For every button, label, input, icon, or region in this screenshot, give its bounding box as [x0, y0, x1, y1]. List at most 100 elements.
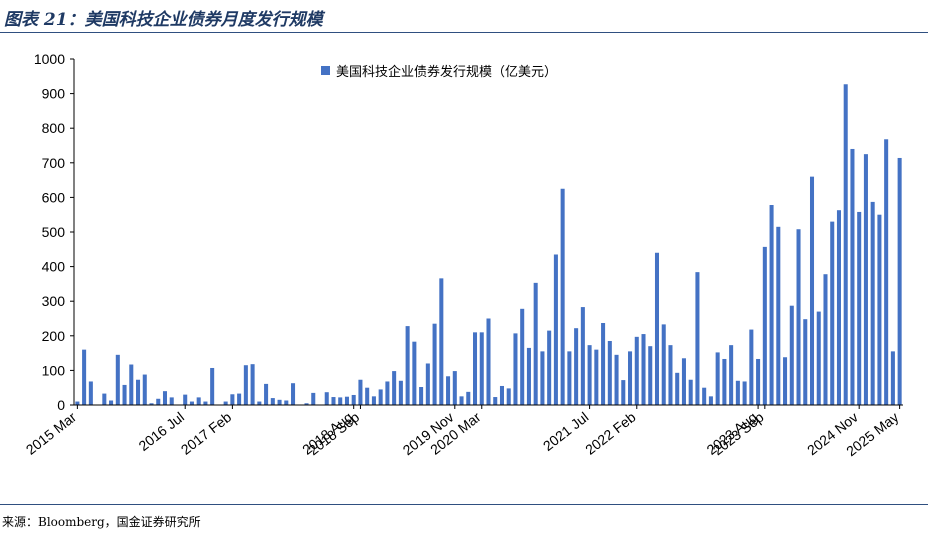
bar [506, 388, 511, 405]
bar [675, 372, 680, 405]
bar [277, 399, 282, 405]
bar [291, 383, 296, 405]
bar [486, 318, 491, 405]
bar [735, 380, 740, 405]
bar [783, 357, 788, 405]
bar [857, 211, 862, 405]
bar [331, 397, 336, 405]
y-tick-label: 500 [42, 224, 66, 240]
bar [803, 319, 808, 405]
legend: 美国科技企业债券发行规模（亿美元） [321, 64, 557, 80]
bar [688, 379, 693, 405]
bar [553, 254, 558, 405]
bar [432, 323, 437, 405]
bar [580, 307, 585, 405]
bar [661, 324, 666, 405]
bar [540, 351, 545, 405]
bar [641, 334, 646, 405]
bar [122, 384, 127, 405]
bar [243, 365, 248, 405]
bar [513, 333, 518, 405]
bar [870, 201, 875, 405]
y-tick-label: 300 [42, 293, 66, 309]
bar [452, 371, 457, 405]
bar [230, 394, 235, 405]
bar [136, 379, 141, 405]
bar [594, 349, 599, 405]
bar [203, 401, 208, 405]
y-tick-label: 200 [42, 328, 66, 344]
bar [183, 394, 188, 405]
bar [466, 391, 471, 405]
bar [412, 341, 417, 405]
bar [520, 308, 525, 405]
bar [614, 354, 619, 405]
bar [668, 345, 673, 405]
bar [533, 282, 538, 405]
y-tick-label: 400 [42, 259, 66, 275]
bar [459, 396, 464, 405]
bar [149, 403, 154, 405]
legend-label: 美国科技企业债券发行规模（亿美元） [336, 64, 557, 80]
x-tick-label: 2015 Mar [23, 409, 80, 458]
y-tick-label: 0 [57, 397, 65, 413]
y-tick-label: 800 [42, 120, 66, 136]
bar [547, 330, 552, 405]
bar [574, 328, 579, 405]
y-tick-label: 100 [42, 362, 66, 378]
bar [351, 394, 356, 405]
bar [526, 347, 531, 405]
x-tick-label: 2022 Feb [582, 409, 639, 458]
bar [601, 323, 606, 405]
bar [169, 397, 174, 405]
bar [796, 229, 801, 405]
bar [567, 351, 572, 405]
bar [311, 392, 316, 405]
bar [270, 398, 275, 405]
bar [729, 345, 734, 405]
bar [809, 176, 815, 405]
bar [378, 389, 383, 405]
bar [850, 148, 855, 405]
bar [722, 358, 727, 405]
bar [742, 381, 747, 405]
bar [392, 371, 397, 405]
bar [109, 400, 114, 405]
bar [365, 387, 370, 405]
bar [756, 358, 761, 405]
bar [257, 401, 262, 405]
y-tick-label: 600 [42, 189, 66, 205]
bar [88, 381, 93, 405]
bar [223, 401, 228, 405]
bar [237, 393, 242, 405]
bar [439, 278, 444, 405]
y-tick-label: 700 [42, 155, 66, 171]
bar [419, 387, 424, 405]
bar [769, 205, 774, 405]
bar [654, 252, 660, 405]
bar [473, 332, 478, 405]
bar [304, 403, 309, 405]
bar [830, 221, 835, 405]
bar [446, 376, 451, 405]
bar [493, 397, 498, 405]
bar [338, 397, 343, 405]
x-tick-label: 2017 Feb [178, 409, 235, 458]
bar [250, 364, 255, 405]
bar [681, 358, 686, 405]
source-note: 来源：Bloomberg，国金证券研究所 [2, 515, 201, 529]
bar [142, 374, 147, 405]
figure-title: 图表 21：美国科技企业债券月度发行规模 [4, 10, 323, 30]
bar [479, 332, 484, 405]
bar [210, 367, 215, 405]
bar [695, 272, 700, 405]
bar [75, 401, 80, 405]
bar [877, 214, 882, 405]
bar [425, 363, 430, 405]
bar [264, 383, 269, 405]
bar [499, 385, 504, 405]
bottom-divider [0, 504, 928, 505]
bar [284, 400, 289, 405]
bar [836, 210, 841, 405]
